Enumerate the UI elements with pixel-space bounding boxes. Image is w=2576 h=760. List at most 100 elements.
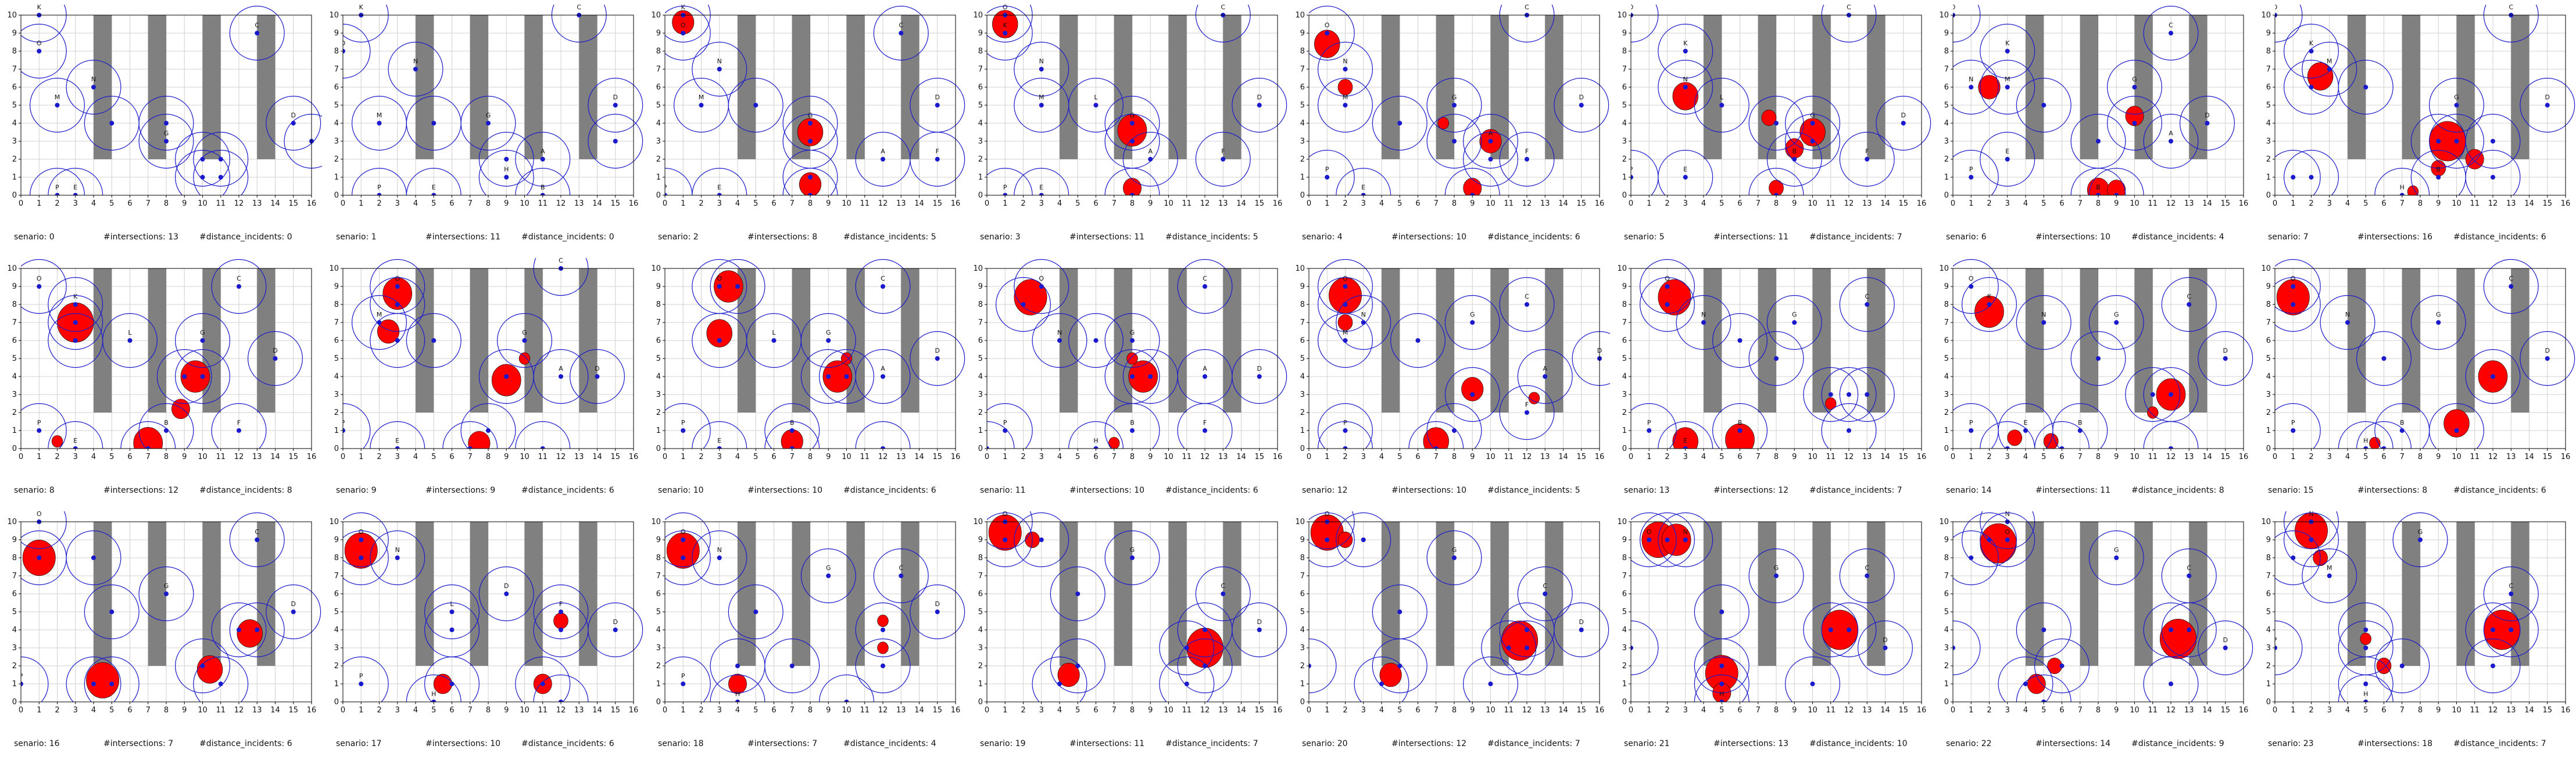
agent-range-circle	[515, 131, 571, 187]
x-tick-label: 15	[1576, 706, 1586, 715]
agent-point	[540, 193, 545, 195]
x-tick-label: 13	[1862, 706, 1872, 715]
agent-label: O	[1003, 3, 1008, 11]
x-tick-label: 14	[2524, 453, 2534, 461]
agent-point	[359, 682, 364, 686]
agent-range-circle	[1658, 59, 1713, 115]
x-ticks: 0 1 2 3 4 5 6 7 8 9 10 11 12 13 14 15 16	[1307, 449, 1604, 461]
agent-point	[2399, 193, 2405, 195]
agent-point	[1325, 31, 1330, 35]
agent-point	[2169, 446, 2173, 449]
overlap-region	[1057, 662, 1080, 687]
x-tick-label: 16	[951, 199, 961, 208]
y-tick-label: 6	[656, 83, 661, 92]
agent-point	[2096, 356, 2101, 361]
agent-point	[200, 175, 205, 180]
intersections-label: #intersections: 8	[747, 232, 818, 242]
y-tick-label: 4	[1300, 626, 1305, 634]
obstacle-bar	[1168, 15, 1187, 159]
agent-label: C	[1221, 3, 1225, 11]
scenario-panel: O N L D F D P H 0 1 2 3 4 5 6 7 8 9 10 11 12 13 14 15 16 0 1 2 3 4 5 6 7…	[322, 507, 644, 760]
agent-label: O	[1325, 21, 1330, 29]
agent-range-circle	[370, 421, 425, 449]
x-tick-label: 5	[2041, 706, 2046, 715]
agent-label: D	[1579, 94, 1584, 101]
x-tick-label: 12	[556, 453, 566, 461]
agent-point	[665, 193, 667, 195]
agent-range-circle	[2088, 295, 2144, 350]
overlap-region	[877, 614, 889, 628]
x-tick-label: 14	[1558, 453, 1568, 461]
x-tick-label: 8	[1774, 706, 1779, 715]
agent-label: P	[1969, 166, 1973, 173]
y-tick-label: 6	[334, 336, 339, 345]
agent-label: E	[395, 437, 399, 444]
x-tick-label: 9	[2114, 706, 2119, 715]
x-tick-label: 6	[2381, 199, 2386, 208]
agent-point	[1470, 392, 1475, 397]
y-tick-label: 1	[1622, 680, 1627, 689]
y-tick-label: 9	[1944, 536, 1949, 544]
agent-point	[164, 139, 169, 144]
agent-range-circle	[2070, 167, 2126, 195]
overlap-regions	[1310, 514, 1539, 687]
agent-range-circle	[1980, 421, 2035, 449]
x-tick-label: 14	[270, 706, 280, 715]
agent-label: C	[1221, 582, 1225, 590]
x-tick-label: 16	[2239, 453, 2249, 461]
agent-range-circle	[138, 95, 194, 151]
agent-range-circle	[424, 656, 480, 702]
agent-range-circle	[343, 656, 389, 702]
agent-range-circle	[1658, 149, 1713, 195]
x-tick-label: 10	[2452, 706, 2461, 715]
agent-label: B	[2436, 166, 2441, 173]
agent-range-circle	[2356, 421, 2412, 449]
x-tick-label: 2	[1343, 706, 1347, 715]
agent-point	[2223, 356, 2228, 361]
agent-label: E	[1683, 166, 1687, 173]
agent-label: O	[681, 528, 686, 536]
x-tick-label: 0	[1951, 706, 1955, 715]
x-tick-label: 0	[341, 706, 345, 715]
agent-range-circle	[370, 313, 425, 368]
agent-point	[343, 49, 345, 53]
x-tick-label: 11	[538, 199, 548, 208]
x-tick-label: 10	[2130, 706, 2139, 715]
agent-point	[2436, 139, 2441, 144]
obstacle-bar	[738, 522, 756, 666]
agent-label: D	[291, 600, 296, 608]
agent-point	[1257, 374, 1262, 379]
overlap-region	[1437, 117, 1449, 130]
agent-range-circle	[855, 349, 911, 404]
agent-point	[1488, 682, 1493, 686]
agent-range-circle	[30, 167, 85, 195]
agent-point	[2454, 103, 2459, 107]
x-tick-label: 10	[842, 199, 851, 208]
senario-label: senario: 10	[658, 486, 704, 495]
scenario-caption: senario: 19 #intersections: 11 #distance_i…	[971, 739, 1283, 752]
agent-label: H	[2363, 690, 2368, 698]
x-ticks: 0 1 2 3 4 5 6 7 8 9 10 11 12 13 14 15 16	[1307, 195, 1604, 208]
agent-label: O	[37, 40, 42, 47]
agent-range-circle	[1953, 59, 1999, 115]
x-tick-label: 0	[341, 453, 345, 461]
agent-label: M	[2327, 58, 2332, 65]
intersections-label: #intersections: 11	[1069, 739, 1145, 748]
obstacle-bar	[470, 15, 488, 159]
agent-range-circle	[1014, 259, 1069, 314]
x-tick-label: 7	[1756, 199, 1761, 208]
agent-label: G	[1810, 112, 1815, 119]
obstacle-bar	[792, 522, 810, 666]
x-tick-label: 12	[2166, 706, 2176, 715]
agent-label: C	[2169, 21, 2173, 29]
y-tick-label: 9	[656, 29, 661, 38]
y-tick-label: 3	[1300, 644, 1305, 653]
y-tick-label: 5	[1944, 608, 1949, 616]
y-tick-label: 10	[973, 264, 983, 273]
agent-point	[2509, 591, 2514, 596]
agent-range-circle	[1785, 656, 1840, 702]
agent-range-circle	[2302, 548, 2357, 604]
